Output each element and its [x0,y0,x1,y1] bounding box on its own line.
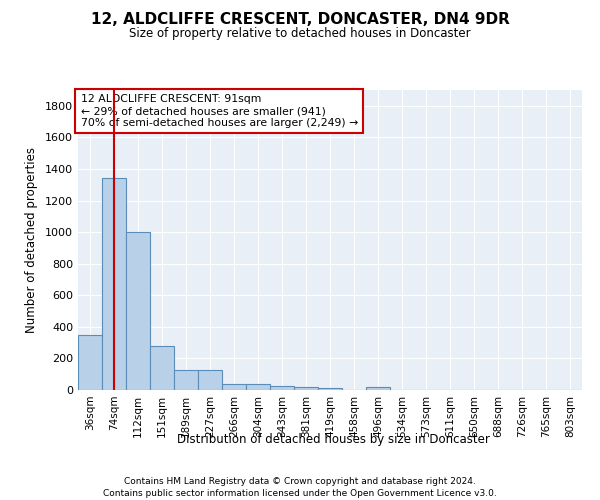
Bar [246,384,270,390]
Text: Size of property relative to detached houses in Doncaster: Size of property relative to detached ho… [129,28,471,40]
Bar [126,232,150,390]
Bar [366,387,390,390]
Text: Contains HM Land Registry data © Crown copyright and database right 2024.: Contains HM Land Registry data © Crown c… [124,478,476,486]
Bar [270,386,294,390]
Text: Contains public sector information licensed under the Open Government Licence v3: Contains public sector information licen… [103,489,497,498]
Text: 12, ALDCLIFFE CRESCENT, DONCASTER, DN4 9DR: 12, ALDCLIFFE CRESCENT, DONCASTER, DN4 9… [91,12,509,28]
Text: 12 ALDCLIFFE CRESCENT: 91sqm
← 29% of detached houses are smaller (941)
70% of s: 12 ALDCLIFFE CRESCENT: 91sqm ← 29% of de… [80,94,358,128]
Bar [174,370,198,390]
Bar [150,346,174,390]
Bar [222,384,246,390]
Bar [102,178,126,390]
Bar [294,387,318,390]
Bar [318,388,342,390]
Y-axis label: Number of detached properties: Number of detached properties [25,147,38,333]
Bar [198,370,222,390]
Text: Distribution of detached houses by size in Doncaster: Distribution of detached houses by size … [176,432,490,446]
Bar [78,334,102,390]
